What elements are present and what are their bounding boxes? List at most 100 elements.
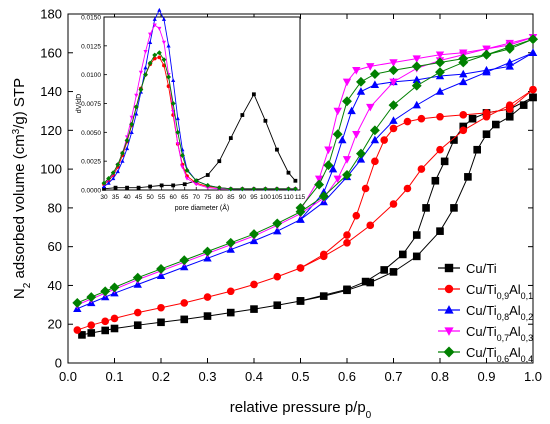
data-point — [440, 157, 449, 166]
data-point — [179, 255, 190, 266]
inset-data-point — [159, 183, 164, 188]
inset-data-point — [143, 49, 148, 54]
inset-data-point — [102, 186, 106, 191]
data-point — [272, 218, 283, 229]
data-point — [361, 277, 370, 286]
inset-data-point — [148, 184, 153, 189]
inset-x-tick-label: 30 — [100, 194, 108, 201]
inset-data-point — [156, 50, 162, 56]
data-point — [482, 109, 491, 117]
y-tick-label: 140 — [40, 84, 62, 99]
inset-x-tick-label: 110 — [283, 194, 294, 201]
inset-data-point — [111, 176, 116, 181]
inset-data-point — [263, 118, 268, 123]
data-point — [87, 329, 96, 337]
x-axis-label: relative pressure p/p0 — [230, 399, 372, 421]
x-tick-label: 0.0 — [59, 369, 77, 384]
inset-data-point — [129, 121, 135, 127]
inset-x-tick-label: 90 — [239, 194, 247, 201]
data-point — [342, 78, 352, 87]
data-point — [273, 272, 282, 281]
data-point — [356, 87, 366, 95]
data-point — [87, 321, 96, 329]
inset-data-point — [217, 159, 222, 164]
inset-data-point — [161, 40, 167, 45]
inset-data-point — [251, 92, 256, 97]
data-point — [389, 124, 398, 133]
legend: Cu/Ti Cu/Ti0,9Al0,1 Cu/Ti0,8Al0,2 Cu/Ti0,7A… — [438, 261, 533, 364]
data-point — [422, 204, 430, 212]
inset-data-point — [134, 93, 139, 98]
inset-data-point — [148, 32, 153, 37]
inset-y-axis-label: dV/dD — [76, 94, 83, 113]
inset-data-point — [101, 180, 107, 186]
data-point — [436, 227, 444, 235]
y-tick-label: 60 — [48, 239, 62, 254]
data-point — [319, 292, 328, 300]
legend-marker — [444, 327, 454, 336]
data-point — [458, 53, 469, 64]
data-point — [180, 299, 189, 307]
inset-data-point — [180, 165, 185, 170]
data-point — [529, 93, 537, 102]
inset-data-point — [184, 167, 190, 173]
data-point — [101, 317, 109, 326]
x-tick-label: 0.6 — [338, 369, 356, 384]
inset-data-point — [161, 57, 167, 63]
data-point — [295, 202, 306, 213]
legend-label: Cu/Ti — [466, 261, 497, 276]
data-point — [273, 226, 282, 235]
x-tick-label: 0.4 — [245, 369, 263, 384]
data-point — [380, 136, 389, 144]
y-tick-label: 20 — [48, 317, 62, 332]
inset-line-0 — [103, 93, 296, 190]
inset-data-point — [152, 52, 158, 58]
inset-data-point — [133, 104, 139, 110]
inset-data-point — [120, 158, 125, 163]
data-point — [157, 318, 165, 327]
data-point — [109, 282, 120, 293]
data-point — [156, 264, 166, 274]
data-point — [464, 173, 472, 181]
data-point — [342, 96, 352, 107]
inset-y-tick-label: 0.0025 — [81, 159, 101, 166]
data-point — [399, 250, 407, 259]
data-point — [411, 61, 422, 72]
data-point — [366, 221, 375, 230]
inset-data-point — [157, 26, 162, 31]
data-point — [133, 308, 142, 317]
inset-data-point — [286, 170, 291, 175]
y-tick-label: 160 — [40, 45, 62, 60]
inset-data-point — [161, 17, 167, 21]
data-point — [296, 215, 305, 223]
inset-data-point — [175, 129, 181, 135]
data-point — [412, 55, 421, 63]
inset-data-point — [205, 182, 211, 188]
data-point — [411, 80, 422, 91]
data-point — [459, 77, 468, 86]
inset-data-point — [129, 115, 134, 120]
y-tick-label: 180 — [40, 7, 62, 22]
data-point — [296, 297, 305, 305]
inset-data-point — [143, 65, 148, 70]
inset-data-point — [175, 142, 180, 147]
data-point — [412, 75, 421, 84]
data-point — [101, 326, 109, 335]
data-point — [296, 264, 305, 272]
data-point — [417, 165, 426, 173]
inset-x-tick-label: 115 — [295, 194, 306, 201]
inset-data-point — [193, 178, 199, 184]
data-point — [347, 106, 356, 115]
data-point — [323, 160, 334, 171]
data-point — [328, 164, 338, 173]
inset-data-point — [216, 185, 222, 191]
inset-data-point — [134, 111, 139, 116]
data-point — [318, 191, 329, 202]
data-point — [352, 130, 361, 139]
data-point — [482, 65, 491, 74]
data-point — [450, 136, 458, 144]
data-point — [338, 135, 347, 144]
data-point — [459, 126, 468, 135]
desorption-line-3 — [300, 36, 534, 211]
data-point — [459, 122, 468, 131]
